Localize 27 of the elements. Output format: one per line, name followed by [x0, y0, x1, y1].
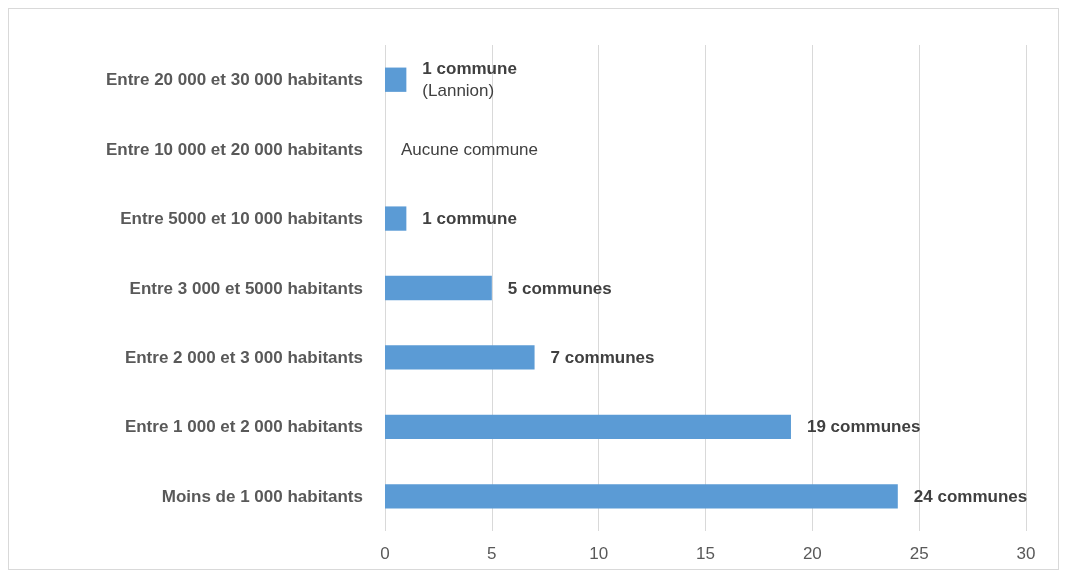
y-tick-label: Entre 1 000 et 2 000 habitants	[124, 417, 363, 437]
y-tick-label: Moins de 1 000 habitants	[161, 486, 363, 506]
bar	[385, 206, 407, 231]
data-label: Aucune commune	[401, 139, 539, 159]
x-tick-label: 25	[909, 544, 929, 563]
y-tick-label: Entre 10 000 et 20 000 habitants	[105, 139, 363, 159]
data-label: 5 communes	[507, 278, 612, 298]
x-tick-label: 0	[380, 544, 390, 563]
bar	[385, 484, 898, 509]
y-tick-label: Entre 3 000 et 5000 habitants	[129, 278, 363, 298]
x-tick-label: 5	[487, 544, 497, 563]
y-tick-label: Entre 2 000 et 3 000 habitants	[124, 347, 363, 367]
bar	[385, 275, 492, 301]
data-label: 1 commune	[422, 209, 517, 229]
x-tick-label: 15	[696, 544, 715, 563]
data-label: 24 communes	[913, 486, 1028, 506]
x-tick-label: 30	[1016, 544, 1036, 563]
data-label: 19 communes	[806, 417, 921, 437]
y-tick-label: Entre 20 000 et 30 000 habitants	[105, 70, 363, 90]
data-label: 1 commune (Lannion)	[422, 59, 517, 101]
bar	[385, 67, 407, 92]
x-tick-label: 20	[802, 544, 822, 563]
data-label: 7 communes	[550, 347, 655, 367]
bar	[385, 345, 535, 370]
y-tick-label: Entre 5000 et 10 000 habitants	[120, 209, 363, 229]
bar	[385, 414, 791, 440]
x-tick-label: 10	[589, 544, 609, 563]
